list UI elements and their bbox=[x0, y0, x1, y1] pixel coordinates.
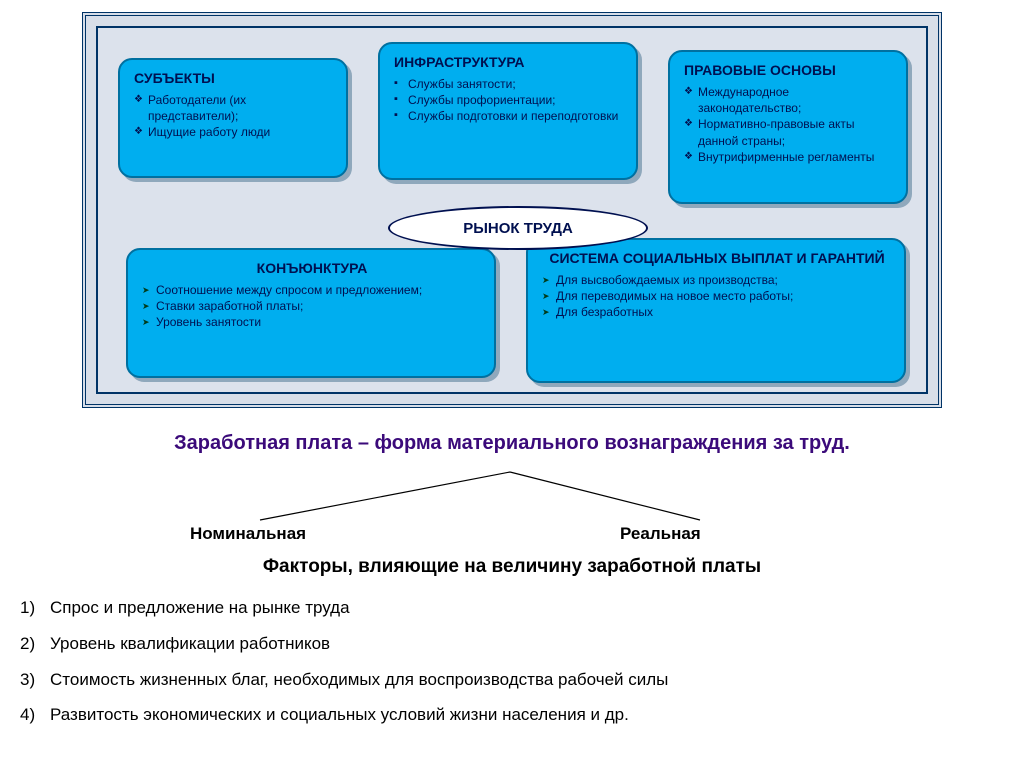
diagram-inner: СУБЪЕКТЫ Работодатели (их представители)… bbox=[96, 26, 928, 394]
factor-item: Уровень квалификации работников bbox=[20, 626, 668, 662]
card-title: ПРАВОВЫЕ ОСНОВЫ bbox=[684, 62, 894, 78]
card-title: СУБЪЕКТЫ bbox=[134, 70, 334, 86]
list-item: Службы профориентации; bbox=[394, 92, 624, 108]
list-item: Для переводимых на новое место работы; bbox=[542, 288, 892, 304]
card-social: СИСТЕМА СОЦИАЛЬНЫХ ВЫПЛАТ И ГАРАНТИЙ Для… bbox=[526, 238, 906, 383]
headline: Заработная плата – форма материального в… bbox=[0, 432, 1024, 455]
card-list: Международное законодательство; Норматив… bbox=[684, 84, 894, 165]
list-item: Ищущие работу люди bbox=[134, 124, 334, 140]
card-title: ИНФРАСТРУКТУРА bbox=[394, 54, 624, 70]
list-item: Соотношение между спросом и предложением… bbox=[142, 282, 482, 298]
card-list: Соотношение между спросом и предложением… bbox=[142, 282, 482, 331]
list-item: Для высвобождаемых из производства; bbox=[542, 272, 892, 288]
list-item: Ставки заработной платы; bbox=[142, 298, 482, 314]
diagram-frame: СУБЪЕКТЫ Работодатели (их представители)… bbox=[82, 12, 942, 408]
list-item: Службы занятости; bbox=[394, 76, 624, 92]
list-item: Международное законодательство; bbox=[684, 84, 894, 116]
center-label: РЫНОК ТРУДА bbox=[463, 220, 573, 237]
card-conjuncture: КОНЪЮНКТУРА Соотношение между спросом и … bbox=[126, 248, 496, 378]
card-list: Службы занятости; Службы профориентации;… bbox=[394, 76, 624, 125]
factor-item: Спрос и предложение на рынке труда bbox=[20, 590, 668, 626]
center-oval: РЫНОК ТРУДА bbox=[388, 206, 648, 250]
list-item: Для безработных bbox=[542, 304, 892, 320]
factors-heading: Факторы, влияющие на величину заработной… bbox=[0, 556, 1024, 578]
card-list: Работодатели (их представители); Ищущие … bbox=[134, 92, 334, 141]
split-connector bbox=[150, 468, 850, 526]
card-title: КОНЪЮНКТУРА bbox=[142, 260, 482, 276]
list-item: Службы подготовки и переподготовки bbox=[394, 108, 624, 124]
card-title: СИСТЕМА СОЦИАЛЬНЫХ ВЫПЛАТ И ГАРАНТИЙ bbox=[542, 250, 892, 266]
factor-item: Развитость экономических и социальных ус… bbox=[20, 697, 668, 733]
list-item: Нормативно-правовые акты данной страны; bbox=[684, 116, 894, 148]
split-right-label: Реальная bbox=[620, 524, 701, 544]
factor-item: Стоимость жизненных благ, необходимых дл… bbox=[20, 662, 668, 698]
split-left-label: Номинальная bbox=[190, 524, 306, 544]
list-item: Внутрифирменные регламенты bbox=[684, 149, 894, 165]
card-legal: ПРАВОВЫЕ ОСНОВЫ Международное законодате… bbox=[668, 50, 908, 204]
card-subjects: СУБЪЕКТЫ Работодатели (их представители)… bbox=[118, 58, 348, 178]
list-item: Уровень занятости bbox=[142, 314, 482, 330]
list-item: Работодатели (их представители); bbox=[134, 92, 334, 124]
card-infrastructure: ИНФРАСТРУКТУРА Службы занятости; Службы … bbox=[378, 42, 638, 180]
card-list: Для высвобождаемых из производства; Для … bbox=[542, 272, 892, 321]
factors-list: Спрос и предложение на рынке труда Урове… bbox=[20, 590, 668, 733]
